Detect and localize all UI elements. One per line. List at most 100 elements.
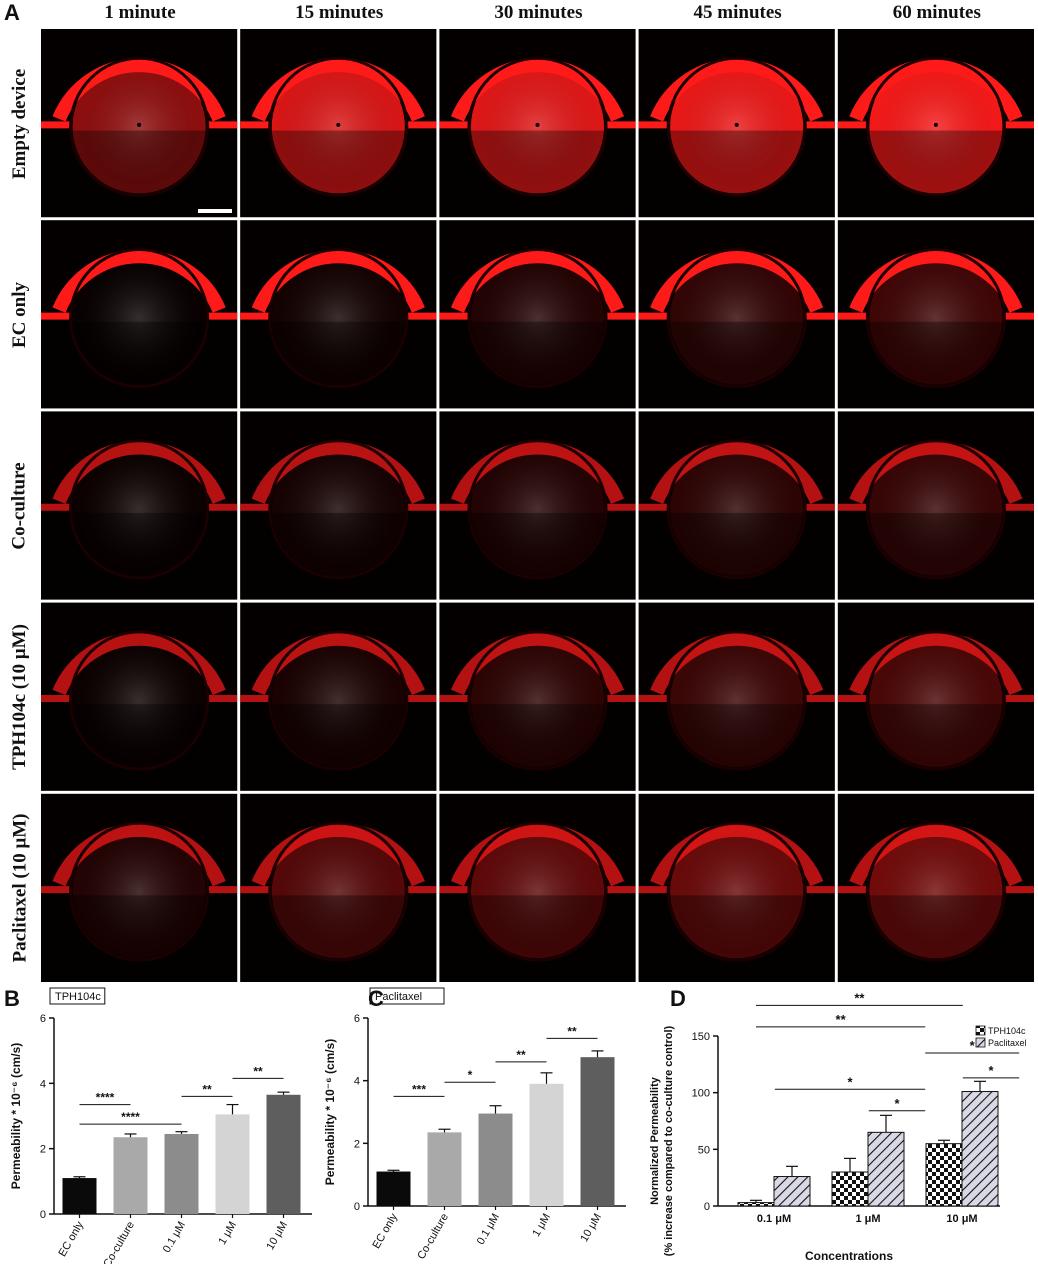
row-label-text: EC only <box>9 281 30 348</box>
fluorescence-image-grid <box>41 29 1034 982</box>
significance-label: * <box>970 1038 976 1053</box>
y-tick-label: 0 <box>40 1209 46 1221</box>
fluorescence-image <box>439 793 636 982</box>
bar <box>529 1083 564 1206</box>
bar <box>376 1171 411 1206</box>
significance-label: * <box>847 1074 853 1089</box>
fluorescence-image <box>638 220 835 409</box>
y-tick-label: 2 <box>40 1144 46 1156</box>
x-tick-label: EC only <box>370 1211 400 1251</box>
bar <box>164 1133 199 1214</box>
legend-label: Paclitaxel <box>988 1038 1027 1048</box>
row-label: Paclitaxel (10 μM) <box>0 793 40 984</box>
row-label: Empty device <box>0 28 40 219</box>
significance-label: ** <box>836 1012 847 1027</box>
y-axis-label: Permeability * 10⁻⁶ (cm/s) <box>323 1039 337 1186</box>
fluorescence-image <box>240 411 437 600</box>
fluorescence-image <box>41 411 238 600</box>
legend-label: TPH104c <box>988 1026 1026 1036</box>
fluorescence-image <box>439 220 636 409</box>
significance-label: **** <box>121 1110 140 1124</box>
legend-box <box>49 987 106 1005</box>
significance-label: *** <box>412 1082 426 1096</box>
fluorescence-image <box>837 793 1034 982</box>
column-header: 30 minutes <box>494 2 583 23</box>
significance-label: * <box>894 1096 900 1111</box>
row-label-text: Paclitaxel (10 μM) <box>9 813 30 963</box>
legend-box-label: TPH104c <box>55 991 101 1003</box>
fluorescence-image <box>439 29 636 218</box>
x-tick-label: EC only <box>56 1219 86 1259</box>
bar <box>427 1132 462 1206</box>
significance-label: ** <box>567 1024 577 1038</box>
significance-label: * <box>988 1063 994 1078</box>
fluorescence-image <box>41 29 238 218</box>
significance-label: **** <box>96 1091 115 1105</box>
bar <box>266 1094 301 1214</box>
panel-letter: B <box>4 986 20 1011</box>
fluorescence-image <box>837 411 1034 600</box>
y-tick-label: 4 <box>40 1078 46 1090</box>
legend-swatch <box>975 1025 986 1036</box>
fluorescence-image <box>837 29 1034 218</box>
y-tick-label: 2 <box>354 1138 360 1150</box>
x-tick-label: 1 μM <box>855 1213 880 1225</box>
x-tick-label: 0.1 μM <box>475 1212 502 1247</box>
significance-label: ** <box>516 1048 526 1062</box>
scale-bar <box>198 209 232 213</box>
fluorescence-image <box>240 29 437 218</box>
column-header: 15 minutes <box>295 2 384 23</box>
fluorescence-image <box>41 793 238 982</box>
fluorescence-image <box>240 220 437 409</box>
fluorescence-image <box>41 602 238 791</box>
fluorescence-image <box>638 602 835 791</box>
bar <box>831 1171 869 1207</box>
y-axis-label: Normalized Permeability <box>649 1076 661 1205</box>
fluorescence-image <box>240 602 437 791</box>
x-tick-label: 10 μM <box>946 1213 977 1225</box>
fluorescence-image <box>837 602 1034 791</box>
fluorescence-image <box>439 602 636 791</box>
y-axis-label: (% increase compared to co-culture contr… <box>663 1025 675 1256</box>
panel-letter-a: A <box>4 0 20 25</box>
fluorescence-image <box>439 411 636 600</box>
bar <box>867 1131 905 1207</box>
row-label-text: TPH104c (10 μM) <box>9 624 31 771</box>
fluorescence-image <box>837 220 1034 409</box>
row-label-text: Co-culture <box>9 462 30 550</box>
x-tick-label: Co-culture <box>101 1220 137 1264</box>
fluorescence-image <box>41 220 238 409</box>
x-tick-label: 0.1 μM <box>757 1213 791 1225</box>
legend-box <box>369 987 445 1005</box>
x-tick-label: 10 μM <box>264 1220 290 1253</box>
significance-label: ** <box>202 1082 212 1096</box>
y-tick-label: 6 <box>40 1013 46 1025</box>
fluorescence-image <box>638 411 835 600</box>
panel-letter: C <box>368 986 384 1011</box>
y-axis-label: Permeability * 10⁻⁶ (cm/s) <box>9 1043 23 1190</box>
bar <box>215 1114 250 1214</box>
fluorescence-image <box>638 793 835 982</box>
fluorescence-image <box>240 793 437 982</box>
permeability-charts: B 0 2 4 6 TPH104c Permeability * 10⁻⁶ (cm/s) EC… <box>4 986 1027 1264</box>
x-tick-label: 10 μM <box>578 1212 604 1245</box>
row-label: TPH104c (10 μM) <box>0 602 40 793</box>
x-tick-label: Co-culture <box>415 1212 451 1262</box>
significance-label: * <box>468 1068 473 1082</box>
row-label-text: Empty device <box>9 68 31 179</box>
bar <box>62 1178 97 1214</box>
y-tick-label: 0 <box>704 1201 710 1213</box>
y-tick-label: 4 <box>354 1076 360 1088</box>
y-tick-label: 6 <box>354 1013 360 1025</box>
bar <box>478 1113 513 1206</box>
bar <box>113 1137 148 1214</box>
y-tick-label: 150 <box>692 1031 710 1043</box>
column-header: 1 minute <box>104 2 176 23</box>
bar <box>961 1091 999 1207</box>
bar <box>580 1057 615 1206</box>
bar <box>773 1176 811 1207</box>
y-tick-label: 50 <box>698 1144 710 1156</box>
legend-box-label: Paclitaxel <box>375 991 422 1003</box>
y-tick-label: 100 <box>692 1088 710 1100</box>
bar <box>737 1202 775 1207</box>
